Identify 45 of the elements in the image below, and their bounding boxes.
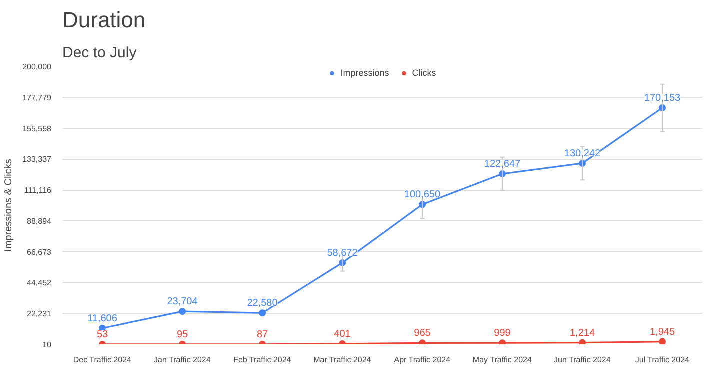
y-axis-title: Impressions & Clicks <box>4 159 15 252</box>
data-label: 87 <box>256 329 268 340</box>
y-tick-label: 200,000 <box>22 62 52 72</box>
x-tick-label: Feb Traffic 2024 <box>234 356 292 364</box>
legend-label: Clicks <box>412 68 436 78</box>
y-tick-label: 10 <box>42 340 52 350</box>
point <box>659 338 666 344</box>
chart-title: Duration <box>62 8 146 32</box>
x-tick-label: May Traffic 2024 <box>472 356 532 364</box>
x-tick-label: Apr Traffic 2024 <box>394 356 452 364</box>
data-label: 999 <box>494 328 512 340</box>
y-tick-label: 88,894 <box>27 216 52 226</box>
data-label: 401 <box>334 328 352 340</box>
x-tick-label: Mar Traffic 2024 <box>314 356 372 364</box>
data-label: 22,580 <box>247 298 278 310</box>
point <box>579 339 586 344</box>
legend-label: Impressions <box>340 68 390 78</box>
data-label: 130,242 <box>564 148 602 160</box>
point <box>419 340 426 344</box>
y-tick-label: 111,116 <box>24 186 52 196</box>
data-label: 1,945 <box>650 326 676 338</box>
y-tick-label: 155,558 <box>22 124 52 134</box>
data-label: 965 <box>414 328 432 340</box>
x-tick-label: Jun Traffic 2024 <box>554 356 612 364</box>
point <box>259 310 266 317</box>
y-tick-label: 177,779 <box>22 93 52 102</box>
y-tick-label: 44,452 <box>27 278 52 288</box>
point <box>499 340 506 344</box>
data-label: 170,153 <box>644 92 682 104</box>
data-label: 58,672 <box>327 248 358 259</box>
data-label: 100,650 <box>404 190 442 201</box>
y-tick-label: 66,673 <box>27 248 52 257</box>
data-label: 95 <box>176 329 188 340</box>
y-tick-label: 133,337 <box>22 155 52 164</box>
point <box>179 308 186 316</box>
x-tick-label: Dec Traffic 2024 <box>73 356 132 364</box>
chart-subtitle: Dec to July <box>62 44 138 62</box>
data-label: 53 <box>96 329 108 340</box>
data-label: 23,704 <box>167 296 198 308</box>
data-label: 1,214 <box>570 328 596 339</box>
x-tick-label: Jan Traffic 2024 <box>154 356 212 364</box>
y-tick-label: 22,231 <box>27 310 52 319</box>
data-label: 122,647 <box>484 159 522 170</box>
x-tick-label: Jul Traffic 2024 <box>635 356 690 364</box>
data-label: 11,606 <box>88 313 118 324</box>
